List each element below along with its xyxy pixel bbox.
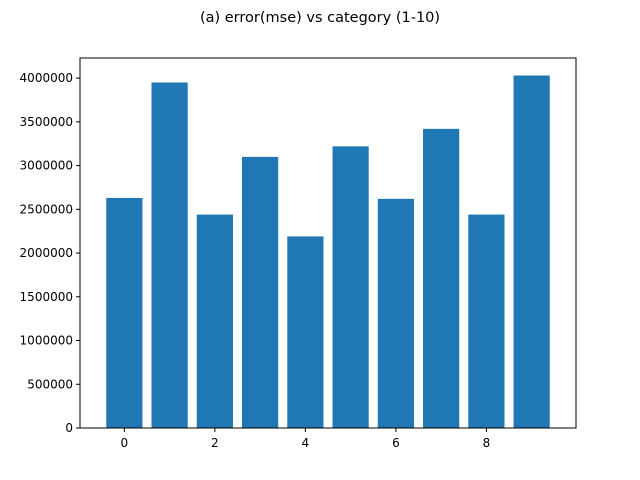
y-tick-label: 3500000 xyxy=(20,115,73,129)
plot-area-frame xyxy=(79,57,577,429)
y-tick-label: 3000000 xyxy=(20,159,73,173)
y-tick-label: 0 xyxy=(65,421,73,435)
x-tick-label: 0 xyxy=(121,436,129,450)
bar-7 xyxy=(423,128,460,428)
x-tick-label: 8 xyxy=(483,436,491,450)
bar-2 xyxy=(196,214,233,428)
x-axis-ticks: 0 2 4 6 8 xyxy=(121,428,491,450)
bar-4 xyxy=(287,236,324,428)
y-tick-label: 2000000 xyxy=(20,246,73,260)
bar-8 xyxy=(468,214,505,428)
chart-title: (a) error(mse) vs category (1-10) xyxy=(200,10,440,26)
x-tick-label: 2 xyxy=(211,436,219,450)
bar-3 xyxy=(242,156,279,428)
y-tick-label: 1500000 xyxy=(20,290,73,304)
x-tick-label: 4 xyxy=(302,436,310,450)
x-tick-label: 6 xyxy=(392,436,400,450)
bar-6 xyxy=(377,198,414,428)
y-tick-label: 500000 xyxy=(27,377,73,391)
bar-1 xyxy=(151,82,188,429)
bar-0 xyxy=(106,197,143,428)
bars-group xyxy=(106,75,550,429)
y-tick-label: 4000000 xyxy=(20,71,73,85)
bar-5 xyxy=(332,146,369,428)
bar-9 xyxy=(513,75,550,429)
y-tick-label: 2500000 xyxy=(20,202,73,216)
y-axis-ticks: 0 500000 1000000 1500000 2000000 2500000 30000… xyxy=(20,71,80,435)
y-tick-label: 1000000 xyxy=(20,334,73,348)
